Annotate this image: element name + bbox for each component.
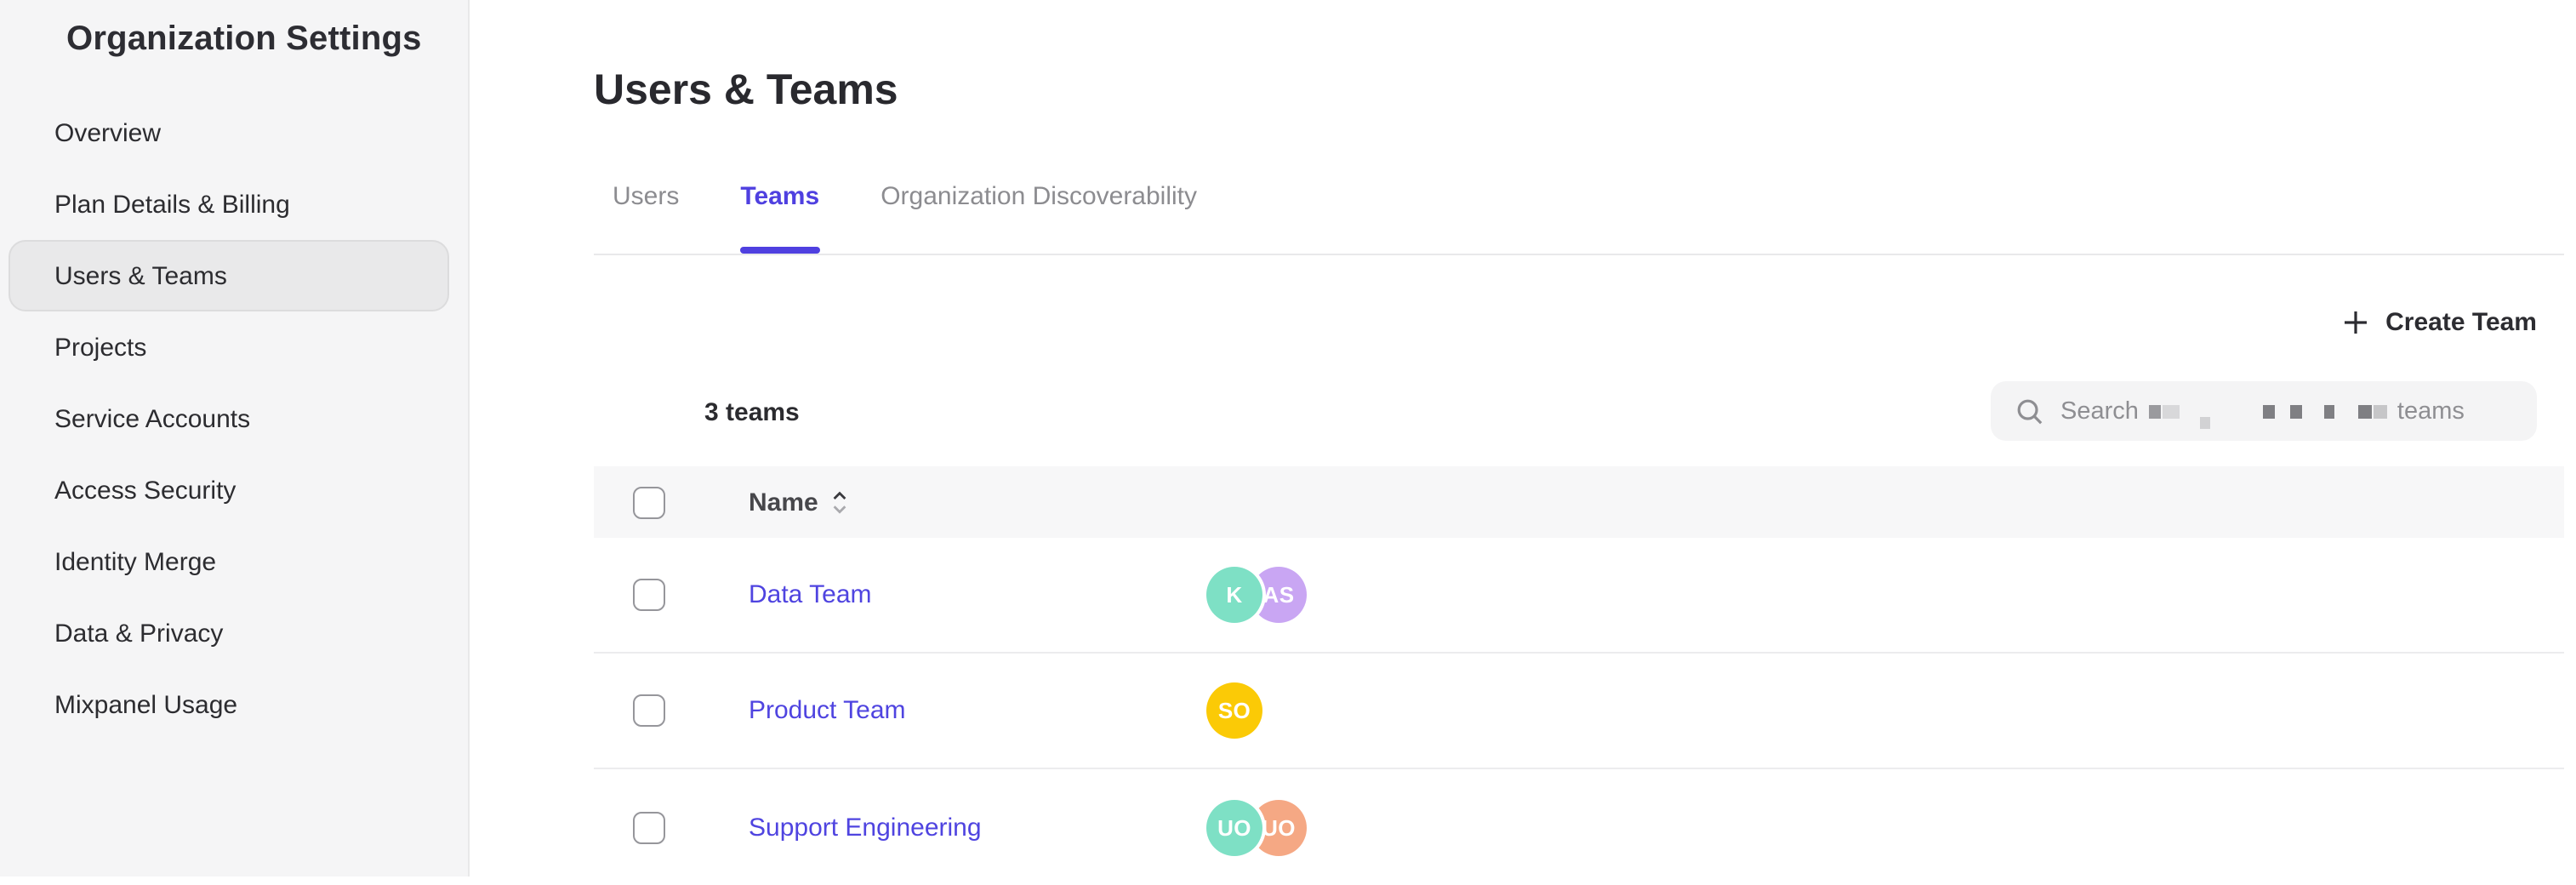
column-header-name[interactable]: Name [749,488,847,517]
sort-icon [832,489,847,515]
search-placeholder: Search teams [2060,397,2465,429]
sidebar-item-projects[interactable]: Projects [54,333,147,362]
page-title: Users & Teams [594,66,898,114]
sidebar-title: Organization Settings [66,20,422,58]
row-checkbox[interactable] [633,579,665,611]
teams-table: Name Data Team K AS Product Team SO Suppo… [594,466,2564,885]
search-icon [2016,397,2043,425]
create-team-label: Create Team [2385,308,2537,337]
sidebar-item-identity-merge[interactable]: Identity Merge [54,547,217,576]
team-row: Support Engineering UO UO [594,769,2564,885]
member-avatar: AS [1251,567,1307,623]
sidebar-item-plan-details-billing[interactable]: Plan Details & Billing [54,190,290,219]
sidebar-item-data-privacy[interactable]: Data & Privacy [54,619,224,648]
team-member-avatars: UO UO [1206,799,1307,855]
row-checkbox[interactable] [633,694,665,727]
row-checkbox[interactable] [633,811,665,843]
teams-count: 3 teams [704,398,800,427]
teams-table-body: Data Team K AS Product Team SO Support En… [594,538,2564,885]
plus-icon [2343,310,2368,335]
team-member-avatars: K AS [1206,567,1307,623]
team-row: Data Team K AS [594,538,2564,654]
tab-teams[interactable]: Teams [740,182,821,254]
tab-bar: Users Teams Organization Discoverability [613,182,1258,254]
team-name-link[interactable]: Product Team [749,696,906,725]
member-avatar: UO [1206,799,1262,855]
member-avatar: K [1206,567,1262,623]
settings-sidebar: Organization Settings Overview Plan Detai… [0,0,470,876]
select-all-checkbox[interactable] [633,486,665,518]
search-teams-input[interactable]: Search teams [1991,381,2537,441]
create-team-button[interactable]: Create Team [2343,308,2537,337]
tab-bar-divider [594,254,2564,255]
tab-organization-discoverability[interactable]: Organization Discoverability [881,182,1198,211]
sidebar-item-service-accounts[interactable]: Service Accounts [54,404,251,433]
tab-users[interactable]: Users [613,182,680,211]
search-placeholder-prefix: Search [2060,397,2139,425]
column-header-name-label: Name [749,488,818,517]
member-avatar: SO [1206,682,1262,739]
team-member-avatars: SO [1206,682,1262,739]
sidebar-item-mixpanel-usage[interactable]: Mixpanel Usage [54,690,238,719]
search-placeholder-suffix: teams [2396,397,2465,425]
search-placeholder-redacted-text [2139,399,2397,429]
sidebar-item-access-security[interactable]: Access Security [54,476,237,505]
sidebar-nav: Overview Plan Details & Billing Users & Te… [0,97,468,740]
teams-table-header: Name [594,466,2564,538]
sidebar-item-overview[interactable]: Overview [54,118,162,147]
team-row: Product Team SO [594,654,2564,769]
team-name-link[interactable]: Data Team [749,580,872,609]
sidebar-item-users-teams[interactable]: Users & Teams [9,240,449,311]
team-name-link[interactable]: Support Engineering [749,813,982,842]
